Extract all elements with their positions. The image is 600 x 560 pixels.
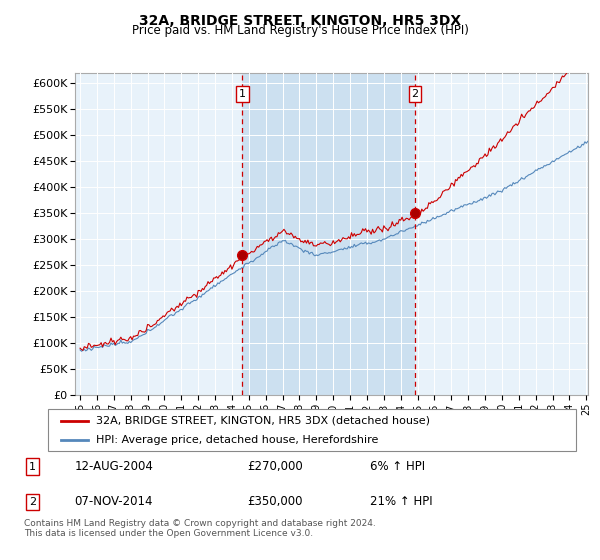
Text: £270,000: £270,000 xyxy=(247,460,303,473)
Bar xyxy=(242,73,415,395)
Text: This data is licensed under the Open Government Licence v3.0.: This data is licensed under the Open Gov… xyxy=(24,529,313,538)
Text: Price paid vs. HM Land Registry's House Price Index (HPI): Price paid vs. HM Land Registry's House … xyxy=(131,24,469,37)
Text: 1: 1 xyxy=(29,461,36,472)
Text: Contains HM Land Registry data © Crown copyright and database right 2024.: Contains HM Land Registry data © Crown c… xyxy=(24,519,376,528)
Text: 32A, BRIDGE STREET, KINGTON, HR5 3DX: 32A, BRIDGE STREET, KINGTON, HR5 3DX xyxy=(139,14,461,28)
Text: 6% ↑ HPI: 6% ↑ HPI xyxy=(370,460,425,473)
Text: 2: 2 xyxy=(29,497,36,507)
Text: 12-AUG-2004: 12-AUG-2004 xyxy=(74,460,153,473)
Text: 21% ↑ HPI: 21% ↑ HPI xyxy=(370,495,433,508)
Text: HPI: Average price, detached house, Herefordshire: HPI: Average price, detached house, Here… xyxy=(95,435,378,445)
Text: 1: 1 xyxy=(239,88,246,99)
Text: £350,000: £350,000 xyxy=(247,495,303,508)
Text: 2: 2 xyxy=(412,88,419,99)
Text: 07-NOV-2014: 07-NOV-2014 xyxy=(74,495,153,508)
Text: 32A, BRIDGE STREET, KINGTON, HR5 3DX (detached house): 32A, BRIDGE STREET, KINGTON, HR5 3DX (de… xyxy=(95,416,430,426)
